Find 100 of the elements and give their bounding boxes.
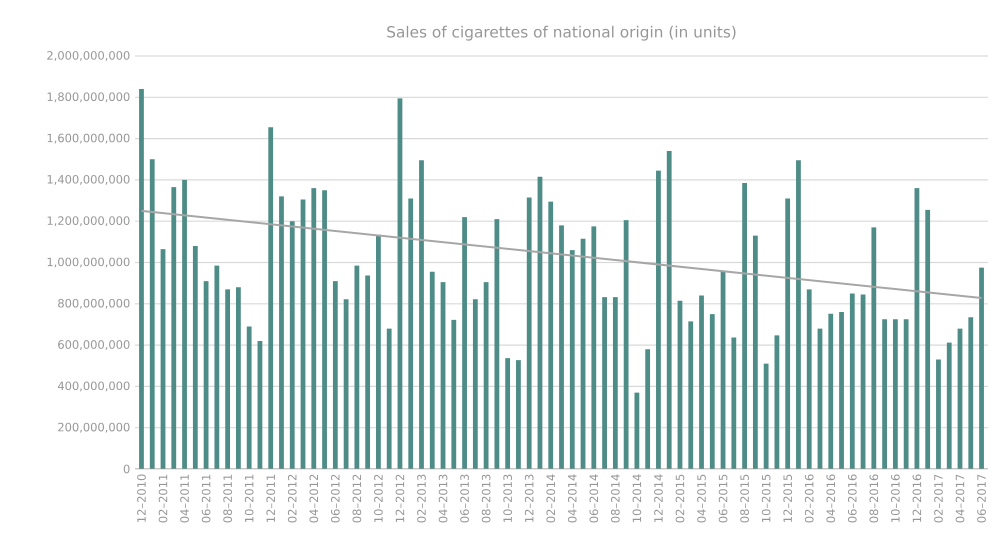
bar [839,312,844,469]
x-tick-label: 04–2017 [956,474,964,522]
bar [871,227,876,469]
bar [678,300,682,469]
y-tick-label: 1,200,000,000 [48,216,130,226]
bar [904,319,909,469]
bar [602,297,607,469]
bar [710,314,715,469]
x-tick-label: 06–2012 [330,474,340,522]
y-tick-label: 200,000,000 [58,422,130,433]
bar [570,250,575,469]
x-tick-label: 10–2015 [762,474,770,522]
bar [171,187,176,469]
x-tick-label: 02–2012 [288,474,297,522]
bar [764,364,769,469]
bar [290,221,295,469]
x-tick-label: 08–2011 [223,474,232,522]
bar [796,160,801,469]
x-tick-label: 08–2016 [870,474,878,522]
bar [785,198,790,469]
bar [860,294,866,469]
bar [332,281,338,469]
x-tick-label: 12–2010 [137,474,146,522]
x-tick-label: 06–2017 [977,474,986,522]
bar [634,392,640,469]
x-tick-label: 12–2014 [654,474,663,522]
bar [300,200,306,469]
x-tick-label: 08–2014 [611,474,620,522]
x-tick-label: 10–2016 [891,474,900,522]
x-tick-label: 06–2016 [848,474,857,522]
x-tick-label: 02–2016 [804,474,814,522]
y-tick-label: 2,000,000,000 [47,51,130,61]
x-tick-label: 12–2012 [396,474,404,522]
x-tick-label: 02–2011 [158,474,168,522]
bar [752,236,758,469]
x-tick-label: 06–2011 [202,474,210,522]
bar [192,246,198,469]
y-tick-label: 1,600,000,000 [48,134,130,144]
x-tick-label: 06–2013 [460,474,469,522]
x-tick-label: 02–2017 [934,474,943,522]
x-tick-label: 02–2013 [417,474,426,522]
bar [160,249,166,469]
bar [214,266,220,469]
bar [472,299,478,469]
chart-title: Sales of cigarettes of national origin (in units) [387,26,736,41]
bar [246,326,252,469]
x-tick-label: 12–2015 [783,474,792,522]
x-tick-label: 06–2015 [718,474,728,522]
bar [806,289,812,469]
y-tick-label: 0 [124,464,130,474]
bar [774,335,780,469]
bar [742,182,747,469]
bar [892,319,898,469]
bar [559,225,564,469]
x-tick-label: 04–2014 [568,474,577,522]
bar [850,293,855,469]
bar [882,319,888,469]
bar [645,349,650,469]
bar [139,89,144,469]
y-tick-label: 800,000,000 [58,298,130,309]
bar [666,150,672,469]
bar [624,220,629,469]
bar [505,358,510,469]
bar [204,281,208,469]
bar [731,337,736,469]
bar [451,320,456,469]
bar [236,287,241,469]
bar [354,266,360,469]
y-tick-label: 600,000,000 [58,340,130,350]
x-tick-label: 08–2015 [740,474,749,522]
bar [376,234,381,469]
bar [720,272,726,469]
x-tick-label: 04–2015 [697,474,706,522]
bar [688,321,694,469]
bar [419,160,424,469]
x-tick-label: 12–2016 [912,474,922,522]
bar [258,340,262,469]
bar [591,226,596,469]
bar [656,170,661,469]
bar [344,299,348,469]
bar [430,272,435,469]
bar [279,196,284,469]
bar [408,198,414,469]
bar [968,317,974,469]
x-tick-label: 06–2014 [589,474,598,522]
bar [268,127,274,469]
bar [548,202,554,469]
x-tick-label: 04–2013 [438,474,448,522]
y-tick-label: 1,800,000,000 [48,92,130,102]
bar [958,328,962,469]
bar [828,314,834,469]
bar [516,360,521,469]
bar [979,268,984,469]
bar [365,276,370,469]
bar [946,342,952,469]
bar [182,180,187,469]
bar [580,238,586,469]
bar [440,282,446,469]
bar [322,190,327,469]
x-tick-label: 10–2012 [374,474,383,522]
